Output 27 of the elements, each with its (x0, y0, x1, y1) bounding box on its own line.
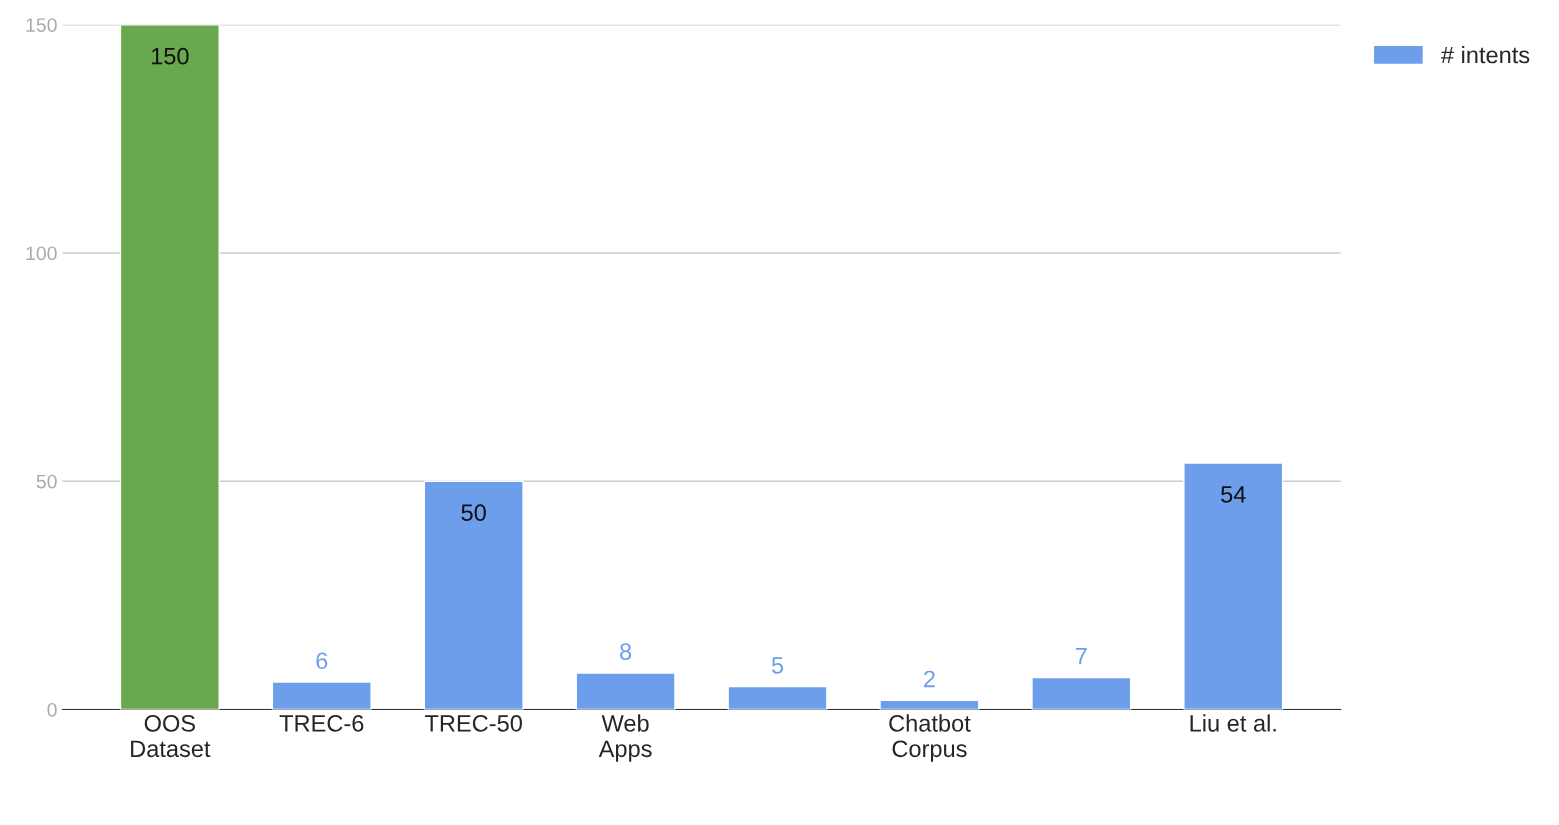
x-tick-label: Liu et al. (1190, 714, 1276, 732)
y-tick-label: 150 (26, 18, 57, 32)
data-label: 2 (924, 670, 935, 688)
bar (575, 672, 676, 710)
bar (879, 699, 980, 710)
x-tick-label: TREC-6 (279, 714, 364, 732)
data-label: 150 (151, 47, 189, 65)
data-label: 54 (1221, 486, 1246, 503)
x-tick-label: OOS Dataset (131, 714, 211, 758)
x-tick-label: TREC-50 (425, 714, 522, 732)
x-tick-label: Chatbot Corpus (889, 714, 971, 762)
x-tick-label: Web Apps (598, 714, 652, 762)
data-label: 50 (461, 504, 486, 522)
bar (1183, 462, 1284, 710)
bar (423, 480, 524, 710)
y-tick-label: 50 (36, 474, 57, 489)
legend-label: # intents (1440, 46, 1530, 64)
data-label: 7 (1075, 648, 1087, 665)
data-label: 8 (620, 643, 632, 660)
data-label: 6 (316, 652, 328, 670)
bar (119, 24, 220, 710)
y-tick-label: 0 (47, 702, 57, 717)
bar (271, 681, 372, 710)
data-label: 5 (771, 657, 784, 674)
y-tick-label: 100 (26, 246, 57, 261)
bar (727, 685, 828, 710)
bar (1031, 676, 1132, 710)
